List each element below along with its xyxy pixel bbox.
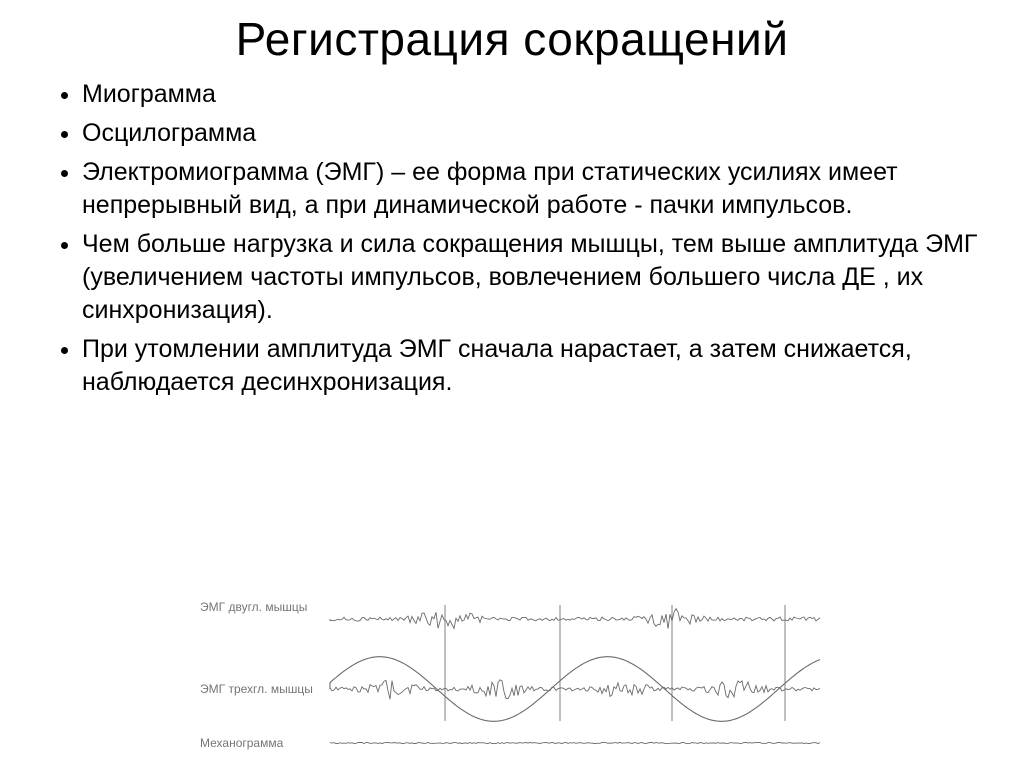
emg-trace-2 <box>330 680 820 699</box>
emg-figure: ЭМГ двугл. мышцы ЭМГ трехгл. мышцы Механог… <box>200 591 840 761</box>
list-item: При утомлении амплитуда ЭМГ сначала нара… <box>82 333 984 399</box>
list-item: Чем больше нагрузка и сила сокращения мы… <box>82 228 984 327</box>
bullet-list: Миограмма Осцилограмма Электромиограмма … <box>46 78 984 399</box>
trace-label-1: ЭМГ двугл. мышцы <box>200 600 307 614</box>
list-item: Осцилограмма <box>82 117 984 150</box>
list-item: Миограмма <box>82 78 984 111</box>
emg-svg: ЭМГ двугл. мышцы ЭМГ трехгл. мышцы Механог… <box>200 591 840 761</box>
emg-trace-1 <box>330 609 820 629</box>
slide: Регистрация сокращений Миограмма Осцилог… <box>0 0 1024 767</box>
trace-label-2: ЭМГ трехгл. мышцы <box>200 682 313 696</box>
mechanogram-baseline <box>330 742 820 743</box>
trace-label-3: Механограмма <box>200 736 284 750</box>
slide-title: Регистрация сокращений <box>40 12 984 66</box>
list-item: Электромиограмма (ЭМГ) – ее форма при ст… <box>82 156 984 222</box>
